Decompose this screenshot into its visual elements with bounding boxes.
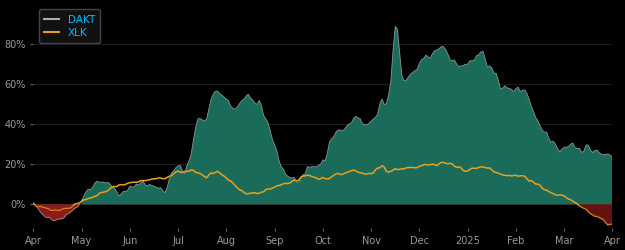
Legend: DAKT, XLK: DAKT, XLK	[39, 9, 100, 43]
